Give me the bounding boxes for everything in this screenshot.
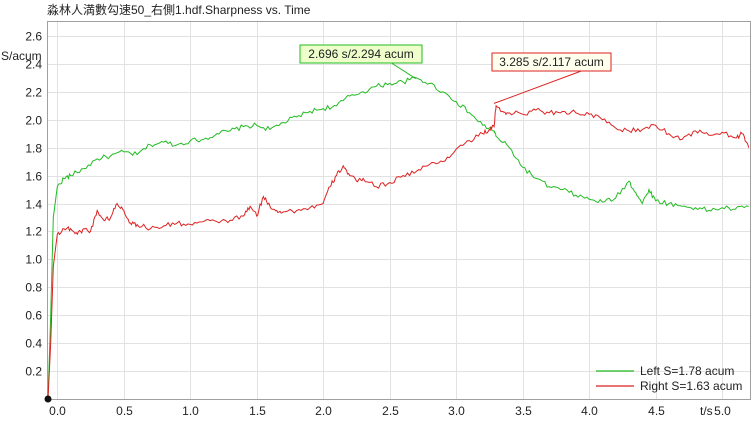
x-tick-label: 2.0	[315, 404, 332, 418]
x-tick-label: 4.5	[648, 404, 665, 418]
y-tick-label: 0.6	[25, 309, 42, 323]
series-group	[47, 76, 750, 400]
y-tick-label: 1.8	[25, 142, 42, 156]
y-tick-label: 0.4	[25, 337, 42, 351]
x-tick-label: 3.0	[448, 404, 465, 418]
plot-area[interactable]	[47, 21, 751, 400]
y-axis-label: S/acum	[1, 49, 42, 63]
annotation-box	[491, 52, 612, 72]
annotation-label: 2.696 s/2.294 acum	[308, 47, 413, 61]
x-tick-labels: 0.0 0.5 1.0 1.5 2.0 2.5 3.0 3.5 4.0 4.5 5.0	[49, 404, 731, 418]
annotation-leader	[391, 62, 417, 80]
y-tick-label: 2.0	[25, 114, 42, 128]
annotations: 2.696 s/2.294 acum 3.285 s/2.117 acum	[299, 44, 612, 104]
x-tick-label: 0.0	[49, 404, 66, 418]
y-tick-label: 2.2	[25, 86, 42, 100]
y-tick-label: 1.6	[25, 170, 42, 184]
series-line-right[interactable]	[47, 104, 750, 400]
y-tick-label: 0.8	[25, 281, 42, 295]
y-tick-label: 1.4	[25, 198, 42, 212]
x-axis-label: t/s	[700, 404, 713, 418]
y-tick-labels: 0.2 0.4 0.6 0.8 1.0 1.2 1.4 1.6 1.8 2.0 2.2 2.4 2.6	[25, 30, 42, 379]
x-tick-label: 5.0	[714, 404, 731, 418]
y-tick-label: 2.6	[25, 30, 42, 44]
y-tick-label: 1.2	[25, 225, 42, 239]
annotation-leader	[493, 70, 582, 104]
legend-label-left: Left S=1.78 acum	[640, 364, 734, 378]
x-tick-label: 1.0	[182, 404, 199, 418]
x-tick-label: 4.0	[581, 404, 598, 418]
annotation-label: 3.285 s/2.117 acum	[499, 55, 604, 69]
x-tick-label: 0.5	[116, 404, 133, 418]
y-tick-label: 1.0	[25, 253, 42, 267]
series-line-left[interactable]	[47, 76, 749, 400]
grid	[48, 22, 750, 399]
chart-title: 淼林人満數勾速50_右側1.hdf.Sharpness vs. Time	[47, 2, 311, 17]
x-tick-label: 1.5	[249, 404, 266, 418]
legend: Left S=1.78 acum Right S=1.63 acum	[596, 364, 742, 393]
y-tick-label: 2.4	[25, 58, 42, 72]
x-tick-label: 2.5	[382, 404, 399, 418]
legend-label-right: Right S=1.63 acum	[640, 379, 742, 393]
y-tick-label: 0.2	[25, 365, 42, 379]
annotation-box	[299, 44, 423, 64]
origin-marker	[44, 395, 52, 403]
x-tick-label: 3.5	[515, 404, 532, 418]
